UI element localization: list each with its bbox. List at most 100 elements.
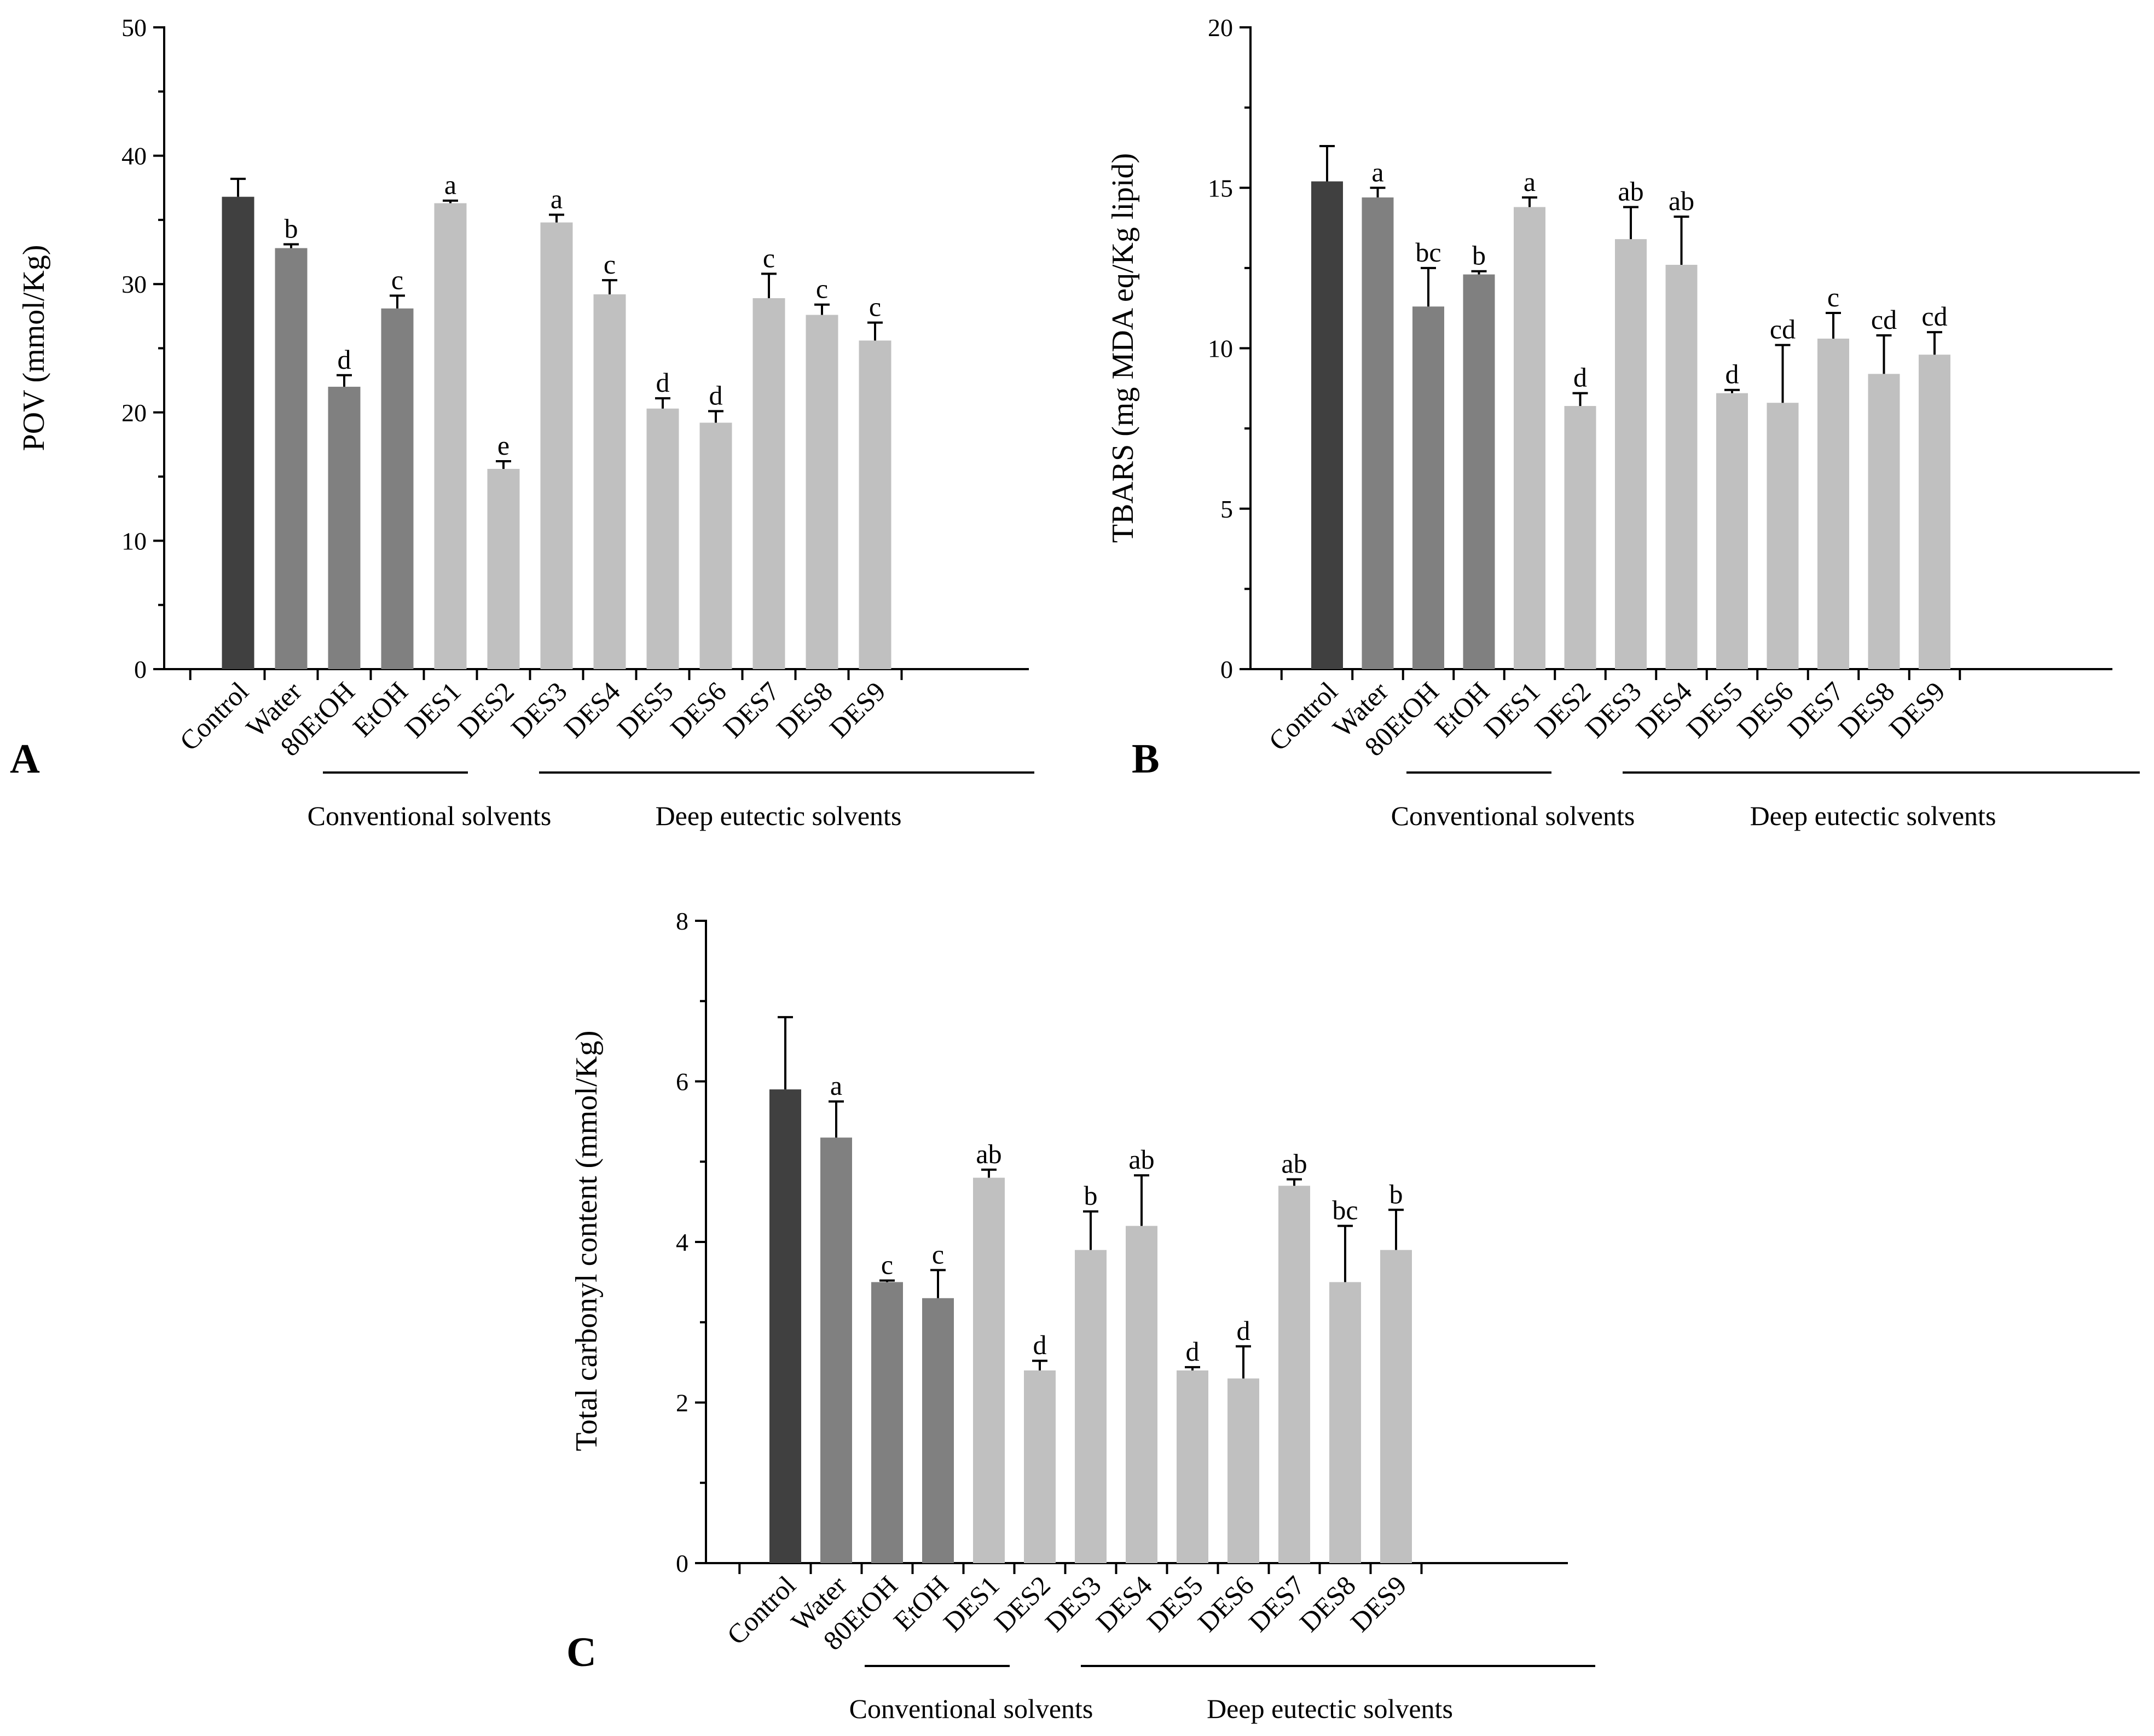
panel-letter: A (10, 736, 40, 782)
category-label: DES1 (937, 1570, 1005, 1638)
y-tick-label: 8 (676, 907, 688, 935)
bar-des9 (859, 340, 891, 669)
category-label: DES5 (1681, 676, 1748, 744)
category-label: DES8 (771, 676, 838, 744)
bar-control (1311, 181, 1343, 669)
bar-des9 (1380, 1250, 1412, 1563)
bar-des1 (973, 1177, 1005, 1563)
category-label: Control (721, 1570, 802, 1651)
bar-des2 (1564, 406, 1596, 669)
significance-label: cd (1871, 304, 1897, 335)
bar-water (275, 248, 308, 670)
significance-label: cd (1770, 314, 1796, 345)
significance-label: c (816, 274, 828, 304)
bar-des6 (1767, 403, 1799, 669)
significance-label: a (1524, 166, 1536, 197)
bar-des5 (646, 408, 679, 669)
y-tick-label: 4 (676, 1228, 688, 1256)
significance-label: ab (1281, 1148, 1307, 1179)
significance-label: ab (1128, 1144, 1154, 1175)
group-label: Conventional solvents (849, 1693, 1093, 1724)
y-tick-label: 15 (1208, 174, 1233, 202)
bar-des3 (1615, 239, 1647, 670)
significance-label: c (763, 242, 775, 273)
group-label: Deep eutectic solvents (1750, 800, 1996, 831)
significance-label: d (1186, 1336, 1200, 1367)
category-label: DES7 (1243, 1570, 1311, 1638)
significance-label: bc (1332, 1195, 1358, 1226)
y-tick-label: 0 (134, 655, 147, 683)
bar-des2 (487, 469, 520, 669)
category-label: DES8 (1832, 676, 1900, 744)
significance-label: d (1237, 1315, 1250, 1346)
category-label: DES1 (399, 676, 467, 744)
y-tick-label: 10 (1208, 335, 1233, 363)
category-label: EtOH (347, 676, 414, 742)
category-label: EtOH (888, 1570, 954, 1636)
category-label: DES2 (452, 676, 520, 744)
y-axis-title: POV (mmol/Kg) (17, 245, 51, 451)
bar-des4 (1126, 1226, 1157, 1563)
category-label: DES7 (1782, 676, 1850, 744)
category-label: DES3 (1039, 1570, 1107, 1638)
bar-des7 (752, 298, 785, 669)
category-label: DES3 (1579, 676, 1647, 744)
significance-label: d (338, 344, 351, 375)
category-label: DES4 (1630, 676, 1698, 744)
category-label: DES6 (1731, 676, 1799, 744)
bar-etoh (381, 308, 414, 669)
category-label: DES9 (1883, 676, 1951, 744)
bar-80etoh (328, 386, 361, 669)
category-label: EtOH (1428, 676, 1495, 742)
y-tick-label: 2 (676, 1389, 688, 1417)
bar-des4 (1665, 265, 1698, 669)
y-tick-label: 40 (121, 142, 147, 170)
bar-des4 (593, 294, 626, 669)
category-label: DES4 (558, 676, 626, 744)
significance-label: c (881, 1249, 893, 1280)
significance-label: c (1827, 282, 1839, 312)
bar-etoh (922, 1298, 954, 1563)
group-label: Conventional solvents (1391, 800, 1635, 831)
y-axis-title: Total carbonyl content (mmol/Kg) (570, 1031, 604, 1451)
y-tick-label: 0 (1220, 655, 1233, 683)
y-tick-label: 5 (1220, 495, 1233, 523)
category-label: DES9 (1345, 1570, 1412, 1638)
significance-label: ab (976, 1139, 1001, 1169)
bar-des9 (1919, 355, 1950, 669)
y-tick-label: 6 (676, 1068, 688, 1096)
bar-des8 (806, 315, 838, 669)
significance-label: b (1389, 1178, 1403, 1209)
bar-des1 (434, 203, 467, 670)
significance-label: ab (1618, 176, 1643, 206)
category-label: DES7 (717, 676, 785, 744)
significance-label: d (1725, 359, 1739, 390)
category-label: DES9 (824, 676, 891, 744)
panel-letter: C (566, 1629, 597, 1675)
category-label: DES5 (611, 676, 679, 744)
bar-des7 (1278, 1186, 1310, 1563)
significance-label: a (830, 1070, 842, 1101)
category-label: DES5 (1141, 1570, 1209, 1638)
y-tick-label: 10 (121, 527, 147, 555)
bar-des6 (699, 422, 732, 669)
category-label: Control (173, 676, 254, 757)
bar-80etoh (871, 1282, 903, 1563)
significance-label: a (551, 184, 563, 214)
bar-water (820, 1137, 852, 1563)
category-label: DES1 (1478, 676, 1546, 744)
significance-label: d (656, 367, 670, 398)
significance-label: ab (1669, 185, 1694, 216)
group-label: Conventional solvents (308, 800, 552, 831)
significance-label: bc (1415, 237, 1441, 268)
y-tick-label: 20 (1208, 14, 1233, 42)
bar-des3 (1075, 1250, 1107, 1563)
category-label: DES3 (505, 676, 573, 744)
bar-des5 (1177, 1370, 1208, 1563)
y-tick-label: 20 (121, 399, 147, 427)
y-tick-label: 30 (121, 270, 147, 298)
bar-control (769, 1089, 801, 1563)
